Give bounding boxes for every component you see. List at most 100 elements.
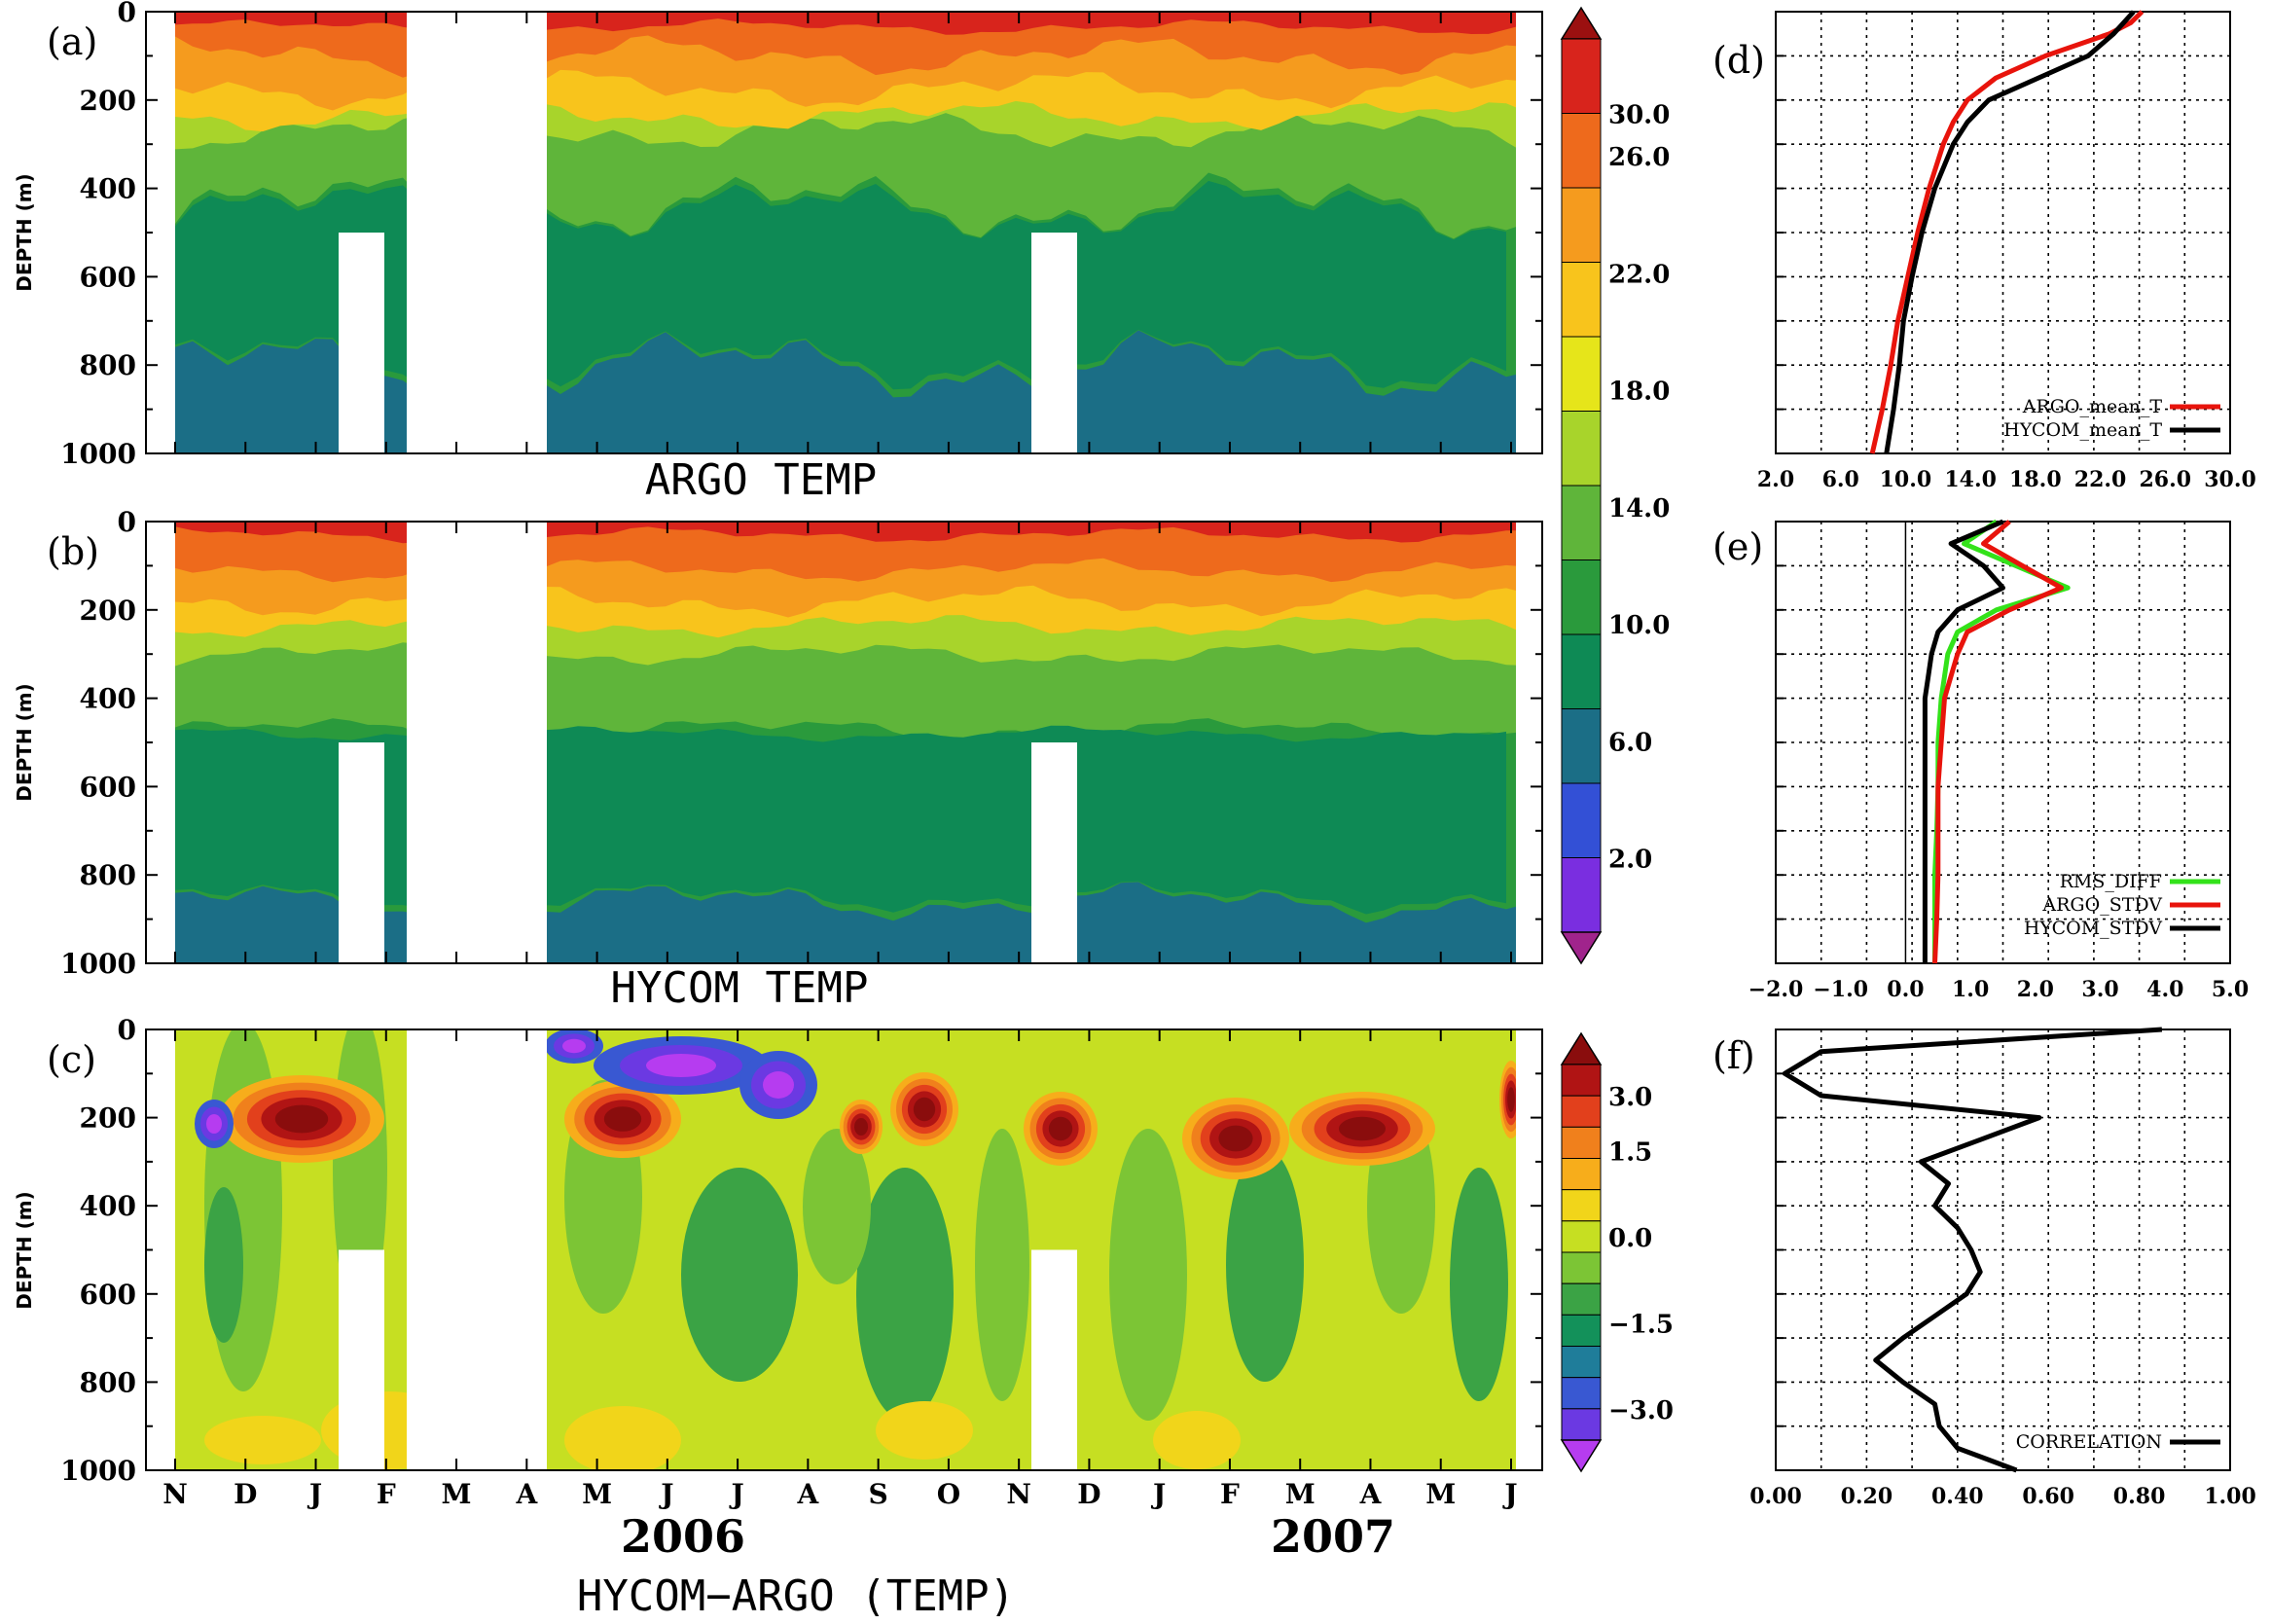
panel-b-title: HYCOM TEMP — [611, 963, 869, 1013]
temp-colorbar-swatch — [1561, 113, 1602, 189]
temp-colorbar-label: 14.0 — [1608, 494, 1670, 523]
diff-colorbar-max-arrow — [1560, 1031, 1603, 1065]
panel-f-xtick-label: 1.00 — [2204, 1484, 2256, 1509]
diff-colorbar-swatch — [1561, 1189, 1602, 1222]
panel-b-top-data-gap — [1031, 742, 1077, 963]
panel-a-contour-fill — [175, 12, 1542, 453]
month-label: A — [797, 1478, 820, 1510]
panel-e-xtick-label: −2.0 — [1748, 977, 1804, 1002]
panel-b-ytick-label: 600 — [80, 771, 136, 803]
temp-colorbar-label: 6.0 — [1608, 728, 1652, 757]
temp-colorbar-swatch — [1561, 262, 1602, 338]
panel-d-xtick-label: 30.0 — [2204, 467, 2256, 492]
diff-colorbar-swatch — [1561, 1064, 1602, 1097]
month-label: F — [377, 1478, 396, 1510]
panel-c-ylabel: DEPTH (m) — [13, 1191, 36, 1309]
temp-colorbar-swatch — [1561, 857, 1602, 933]
panel-a-ytick-label: 600 — [80, 261, 136, 293]
panel-b-top-data-gap — [339, 742, 384, 963]
month-label: N — [162, 1478, 188, 1510]
panel-c-data-gap — [339, 1249, 384, 1470]
panel-c-pos-patch — [564, 1406, 681, 1470]
panel-a-ytick-label: 800 — [80, 349, 136, 381]
panel-e-plot: −2.0 −1.0 0.0 1.0 2.0 3.0 4.0 5.0 RMS_DIFFARGO_S… — [1748, 519, 2249, 1002]
month-label: S — [869, 1478, 888, 1510]
panel-b-ytick-label: 800 — [80, 859, 136, 891]
panel-c-warm-anomaly — [1218, 1125, 1253, 1152]
panel-d-xtick-label: 2.0 — [1757, 467, 1794, 492]
panel-a-ticks: 0 200 400 600 800 1000 — [60, 0, 1542, 470]
panel-d-tag: (d) — [1712, 39, 1765, 82]
panel-b-ytick-label: 400 — [80, 683, 136, 715]
temp-colorbar-swatch — [1561, 336, 1602, 412]
month-label: O — [937, 1478, 960, 1510]
panel-c-title: HYCOM−ARGO (TEMP) — [577, 1571, 1015, 1621]
panel-e-xtick-label: 1.0 — [1952, 977, 1989, 1002]
panel-e-legend-label: RMS_DIFF — [2060, 871, 2162, 892]
panel-c-warm-anomaly — [1507, 1087, 1515, 1112]
panel-b-ytick-label: 200 — [80, 595, 136, 627]
diff-colorbar-label: −3.0 — [1608, 1396, 1674, 1426]
panel-c-ytick-label: 400 — [80, 1190, 136, 1222]
panel-c-warm-anomaly — [1048, 1116, 1073, 1141]
panel-d-legend-label: HYCOM_mean_T — [2003, 419, 2162, 441]
temp-colorbar-swatch — [1561, 708, 1602, 784]
panel-f-xtick-label: 0.00 — [1749, 1484, 1802, 1509]
diff-colorbar-label: 1.5 — [1608, 1137, 1652, 1167]
temp-colorbar-label: 18.0 — [1608, 378, 1670, 407]
month-label: A — [1359, 1478, 1383, 1510]
diff-colorbar-swatch — [1561, 1314, 1602, 1348]
panel-c-neg-patch — [681, 1168, 798, 1382]
panel-b-top-data-gap — [407, 522, 547, 963]
panel-b-ylabel: DEPTH (m) — [13, 683, 36, 801]
panel-c-warm-anomaly — [603, 1106, 642, 1132]
month-label: M — [1425, 1478, 1456, 1510]
diff-colorbar-min-arrow — [1560, 1439, 1603, 1473]
panel-c-pos-patch — [204, 1416, 321, 1464]
panel-f-xtick-label: 0.20 — [1841, 1484, 1893, 1509]
year-label-2007: 2007 — [1271, 1510, 1395, 1563]
panel-d-xtick-label: 10.0 — [1880, 467, 1932, 492]
month-label: J — [1501, 1478, 1517, 1510]
panel-d-mean-profile: 2.0 6.0 10.0 14.0 18.0 22.0 26.0 30.0 ARGO_mean_… — [1712, 10, 2256, 492]
panel-f-legend-label: CORRELATION — [2016, 1431, 2162, 1453]
diff-colorbar-swatch — [1561, 1095, 1602, 1128]
diff-colorbar-label: 0.0 — [1608, 1224, 1652, 1253]
temp-colorbar-label: 26.0 — [1608, 143, 1670, 172]
panel-c-pos-patch — [876, 1401, 973, 1460]
panel-c-ytick-label: 0 — [118, 1014, 136, 1046]
panel-e-series-line — [1932, 520, 2064, 964]
temp-colorbar-swatch — [1561, 485, 1602, 560]
diff-colorbar-swatch — [1561, 1408, 1602, 1441]
panel-d-xtick-label: 6.0 — [1822, 467, 1859, 492]
panel-c-neg-patch — [1226, 1148, 1304, 1382]
diff-colorbar-swatch — [1561, 1158, 1602, 1191]
panel-f-xtick-label: 0.40 — [1931, 1484, 1984, 1509]
panel-d-xtick-label: 14.0 — [1944, 467, 1997, 492]
diff-colorbar-swatch — [1561, 1126, 1602, 1160]
panel-c-neg-patch — [204, 1187, 243, 1343]
panel-e-series-line — [1922, 519, 2005, 963]
panel-c-ytick-label: 1000 — [60, 1455, 136, 1487]
temp-colorbar-swatch — [1561, 411, 1602, 487]
panel-c-ytick-label: 200 — [80, 1102, 136, 1135]
temp-colorbar-label: 30.0 — [1608, 101, 1670, 130]
panel-d-plot: 2.0 6.0 10.0 14.0 18.0 22.0 26.0 30.0 ARGO_mean_… — [1757, 10, 2256, 492]
panel-e-legend-label: HYCOM_STDV — [2024, 918, 2162, 939]
panel-a-top-data-gap — [1031, 233, 1077, 453]
temp-colorbar-min-arrow — [1560, 931, 1603, 965]
panel-c-data-gap — [407, 1029, 547, 1470]
panel-c-pos-patch — [1153, 1411, 1241, 1469]
panel-e-stdv-profile: −2.0 −1.0 0.0 1.0 2.0 3.0 4.0 5.0 RMS_DIFFARGO_S… — [1712, 519, 2249, 1002]
panel-d-series-line — [1884, 10, 2136, 454]
panel-c-diff-section: 0 200 400 600 800 1000 (c) DEPTH (m) N D J F M A M J… — [13, 1014, 1543, 1621]
panel-d-series-line — [1869, 10, 2145, 454]
month-label: J — [728, 1478, 743, 1510]
panel-a-ytick-label: 1000 — [60, 438, 136, 470]
month-label: M — [1285, 1478, 1316, 1510]
temp-colorbar-swatch — [1561, 38, 1602, 114]
diff-colorbar-swatch — [1561, 1377, 1602, 1410]
panel-c-cold-anomaly — [646, 1054, 716, 1077]
diff-colorbar: 3.0 1.5 0.0 −1.5 −3.0 — [1560, 1031, 1674, 1473]
